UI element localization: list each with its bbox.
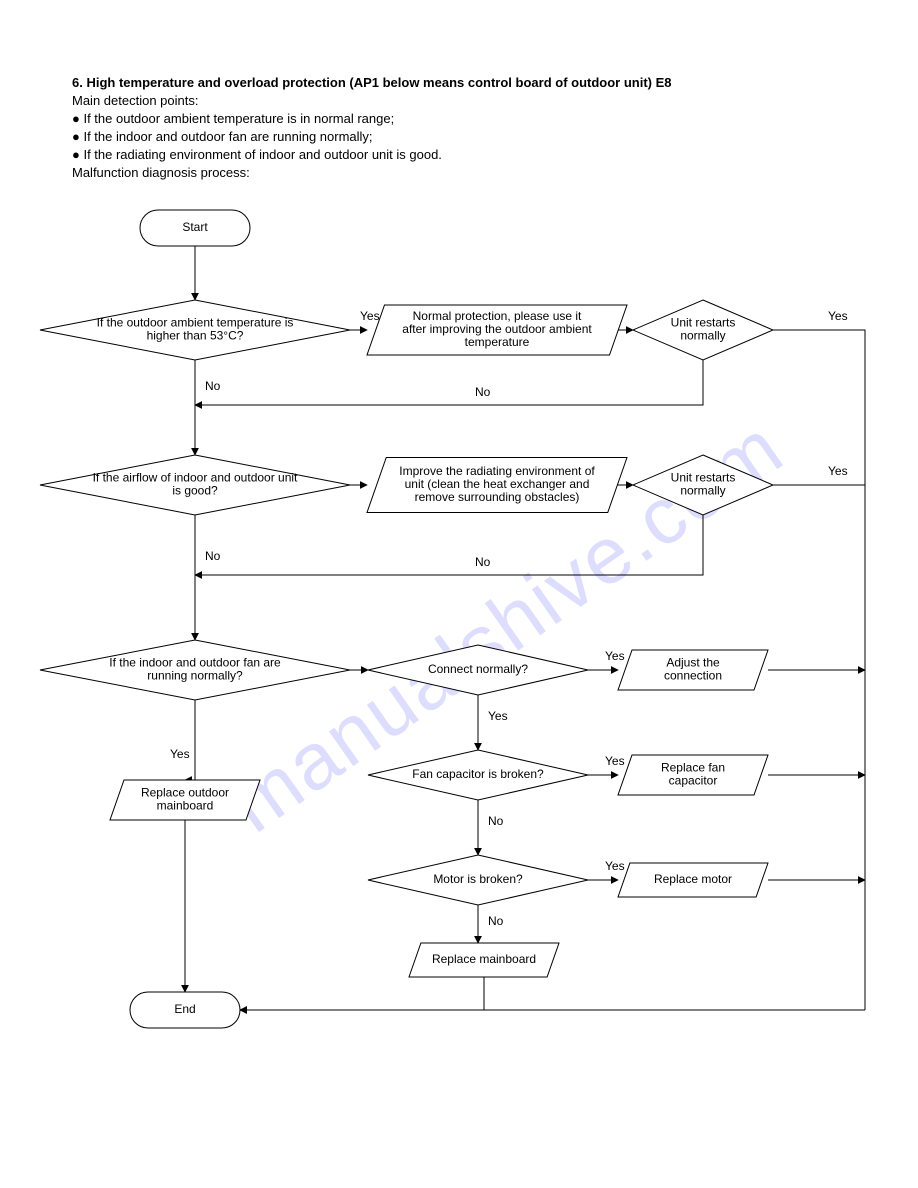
- node-d3a: Connect normally?: [368, 645, 588, 695]
- node-d3: If the indoor and outdoor fan arerunning…: [40, 640, 350, 700]
- edge-4: [195, 360, 703, 405]
- edge-label-5: No: [205, 379, 221, 393]
- edge-label-17: No: [488, 814, 504, 828]
- node-p4: Replace mainboard: [409, 943, 559, 977]
- edge-label-3: Yes: [828, 309, 848, 323]
- node-p1: Normal protection, please use itafter im…: [367, 305, 627, 355]
- edge-21: [240, 977, 484, 1010]
- svg-text:Unit restartsnormally: Unit restartsnormally: [671, 471, 736, 498]
- edge-label-22: Yes: [170, 747, 190, 761]
- node-p3c: Replace motor: [618, 863, 768, 897]
- edge-label-4: No: [475, 385, 491, 399]
- svg-text:Connect normally?: Connect normally?: [428, 662, 528, 676]
- edge-22: [185, 700, 195, 780]
- document-page: 6. High temperature and overload protect…: [0, 0, 918, 1188]
- node-start: Start: [140, 210, 250, 246]
- flowchart-svg: Start If the outdoor ambient temperature …: [0, 0, 918, 1188]
- node-p3b: Replace fancapacitor: [618, 755, 768, 795]
- edge-label-12: Yes: [605, 649, 625, 663]
- edge-label-1: Yes: [360, 309, 380, 323]
- edge-label-18: Yes: [605, 859, 625, 873]
- edge-label-8: Yes: [828, 464, 848, 478]
- svg-text:Replace fancapacitor: Replace fancapacitor: [661, 761, 725, 788]
- node-d1: If the outdoor ambient temperature ishig…: [40, 300, 350, 360]
- node-d3b: Fan capacitor is broken?: [368, 750, 588, 800]
- svg-text:Fan capacitor is broken?: Fan capacitor is broken?: [412, 767, 544, 781]
- svg-text:Improve the radiating environm: Improve the radiating environment ofunit…: [399, 464, 595, 504]
- node-d1b: Unit restartsnormally: [633, 300, 773, 360]
- svg-text:End: End: [174, 1002, 195, 1016]
- node-d2: If the airflow of indoor and outdoor uni…: [40, 455, 350, 515]
- svg-text:Adjust theconnection: Adjust theconnection: [664, 656, 722, 683]
- edge-label-9: No: [475, 555, 491, 569]
- edge-9: [195, 515, 703, 575]
- node-d3c: Motor is broken?: [368, 855, 588, 905]
- node-p3a: Adjust theconnection: [618, 650, 768, 690]
- edge-label-15: Yes: [605, 754, 625, 768]
- svg-text:Replace motor: Replace motor: [654, 872, 732, 886]
- svg-text:Unit restartsnormally: Unit restartsnormally: [671, 316, 736, 343]
- node-p5: Replace outdoormainboard: [110, 780, 260, 820]
- edge-label-10: No: [205, 549, 221, 563]
- node-end: End: [130, 992, 240, 1028]
- svg-text:Start: Start: [182, 220, 208, 234]
- edge-label-14: Yes: [488, 709, 508, 723]
- svg-text:Replace mainboard: Replace mainboard: [432, 952, 536, 966]
- node-p2: Improve the radiating environment ofunit…: [367, 458, 627, 513]
- node-d2b: Unit restartsnormally: [633, 455, 773, 515]
- svg-text:Motor is broken?: Motor is broken?: [433, 872, 523, 886]
- edge-label-20: No: [488, 914, 504, 928]
